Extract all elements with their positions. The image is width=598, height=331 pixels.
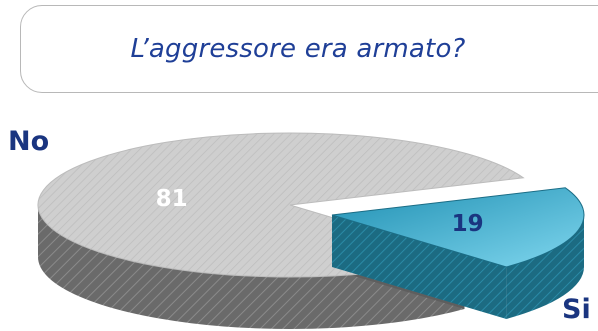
category-label-si: Si — [562, 294, 591, 325]
slice-si-cut — [332, 215, 507, 319]
question-title: L’aggressore era armato? — [130, 34, 466, 64]
data-label-no: 81 — [156, 186, 188, 212]
slice-si — [331, 187, 585, 268]
data-label-si: 19 — [452, 211, 484, 237]
category-label-no: No — [8, 126, 50, 157]
slice-si-side — [506, 215, 584, 319]
slice-no-side — [38, 205, 465, 329]
question-box — [20, 5, 598, 93]
